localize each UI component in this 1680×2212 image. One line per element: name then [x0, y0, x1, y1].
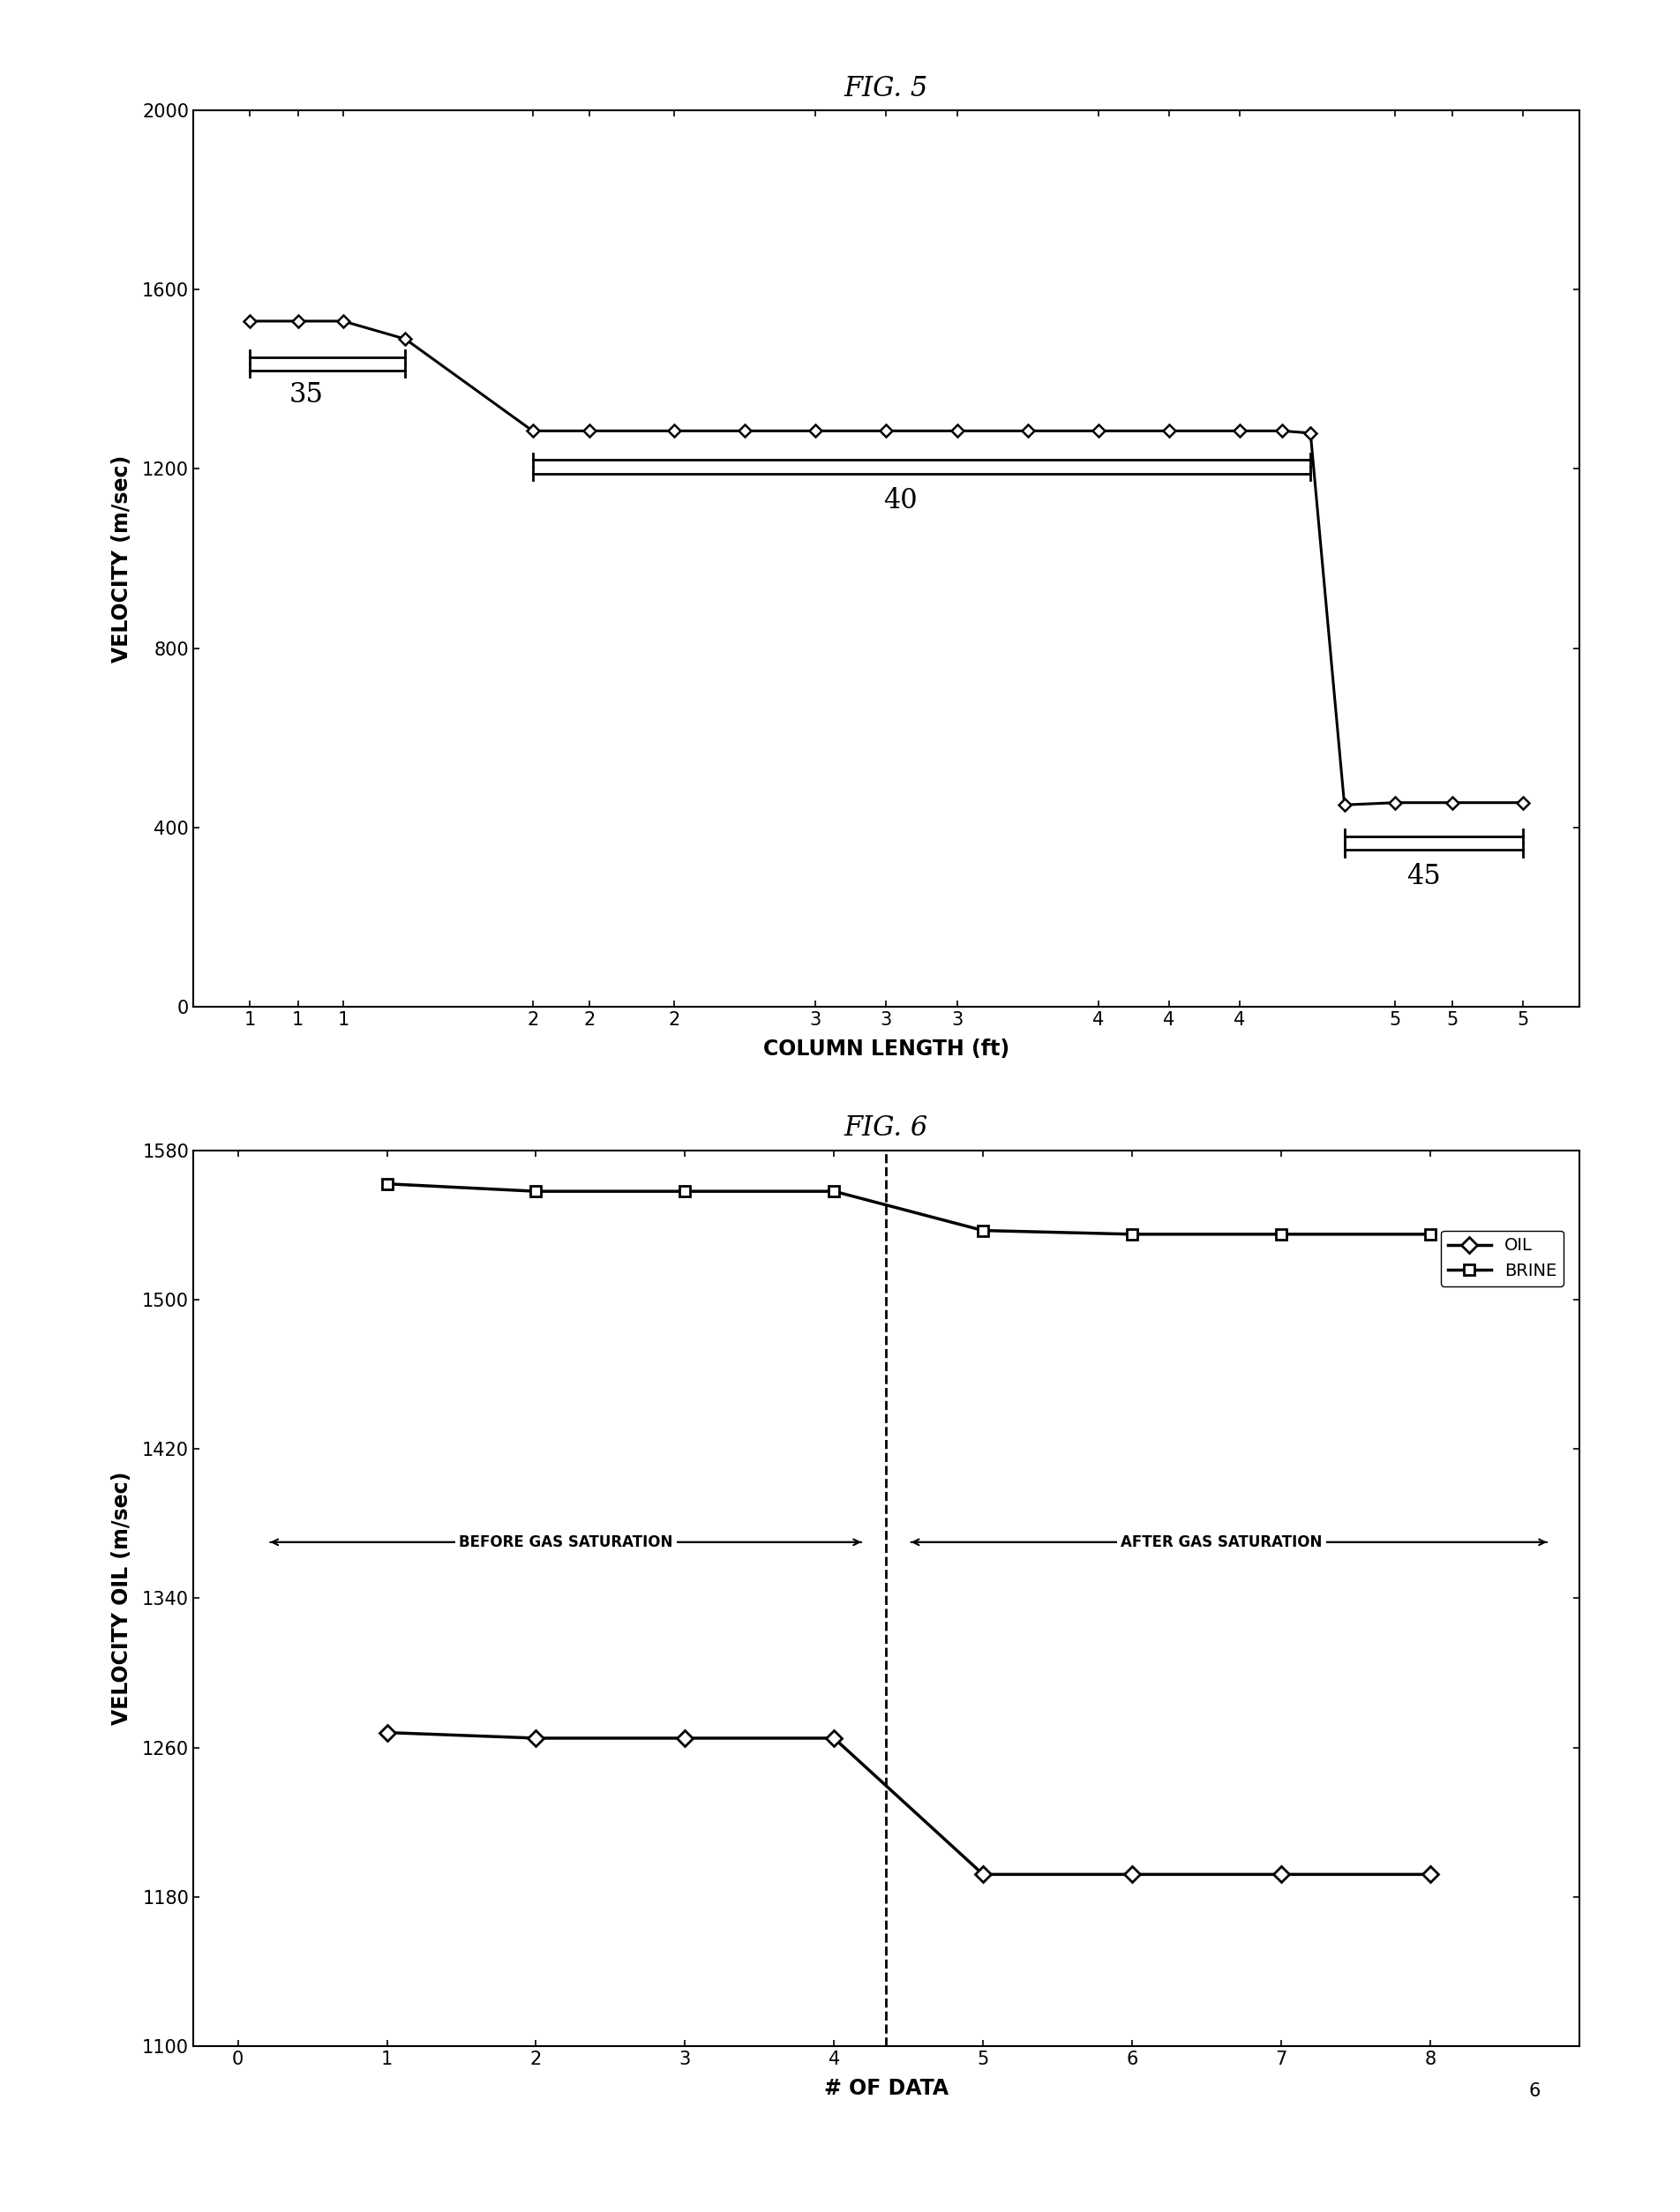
- Text: 45: 45: [1406, 863, 1441, 891]
- BRINE: [1122, 1221, 1142, 1248]
- BRINE: [376, 1170, 396, 1197]
- Title: FIG. 5: FIG. 5: [843, 75, 929, 102]
- OIL: [973, 1860, 993, 1887]
- Text: 6: 6: [1529, 2081, 1541, 2099]
- BRINE: [1272, 1221, 1292, 1248]
- Text: BEFORE GAS SATURATION: BEFORE GAS SATURATION: [459, 1535, 672, 1551]
- OIL: [823, 1725, 843, 1752]
- Line: OIL: OIL: [381, 1728, 1436, 1880]
- OIL: [675, 1725, 696, 1752]
- X-axis label: COLUMN LENGTH (ft): COLUMN LENGTH (ft): [763, 1037, 1010, 1060]
- Legend: OIL, BRINE: OIL, BRINE: [1441, 1230, 1564, 1287]
- BRINE: [973, 1217, 993, 1243]
- OIL: [1420, 1860, 1440, 1887]
- Line: BRINE: BRINE: [381, 1179, 1436, 1239]
- OIL: [376, 1719, 396, 1745]
- OIL: [1122, 1860, 1142, 1887]
- BRINE: [526, 1179, 546, 1206]
- Text: AFTER GAS SATURATION: AFTER GAS SATURATION: [1121, 1535, 1322, 1551]
- BRINE: [675, 1179, 696, 1206]
- OIL: [1272, 1860, 1292, 1887]
- Title: FIG. 6: FIG. 6: [843, 1115, 929, 1141]
- Y-axis label: VELOCITY (m/sec): VELOCITY (m/sec): [111, 456, 133, 661]
- X-axis label: # OF DATA: # OF DATA: [823, 2077, 949, 2099]
- BRINE: [823, 1179, 843, 1206]
- Text: 40: 40: [884, 487, 917, 513]
- Y-axis label: VELOCITY OIL (m/sec): VELOCITY OIL (m/sec): [111, 1471, 133, 1725]
- OIL: [526, 1725, 546, 1752]
- BRINE: [1420, 1221, 1440, 1248]
- Text: 35: 35: [289, 383, 324, 409]
